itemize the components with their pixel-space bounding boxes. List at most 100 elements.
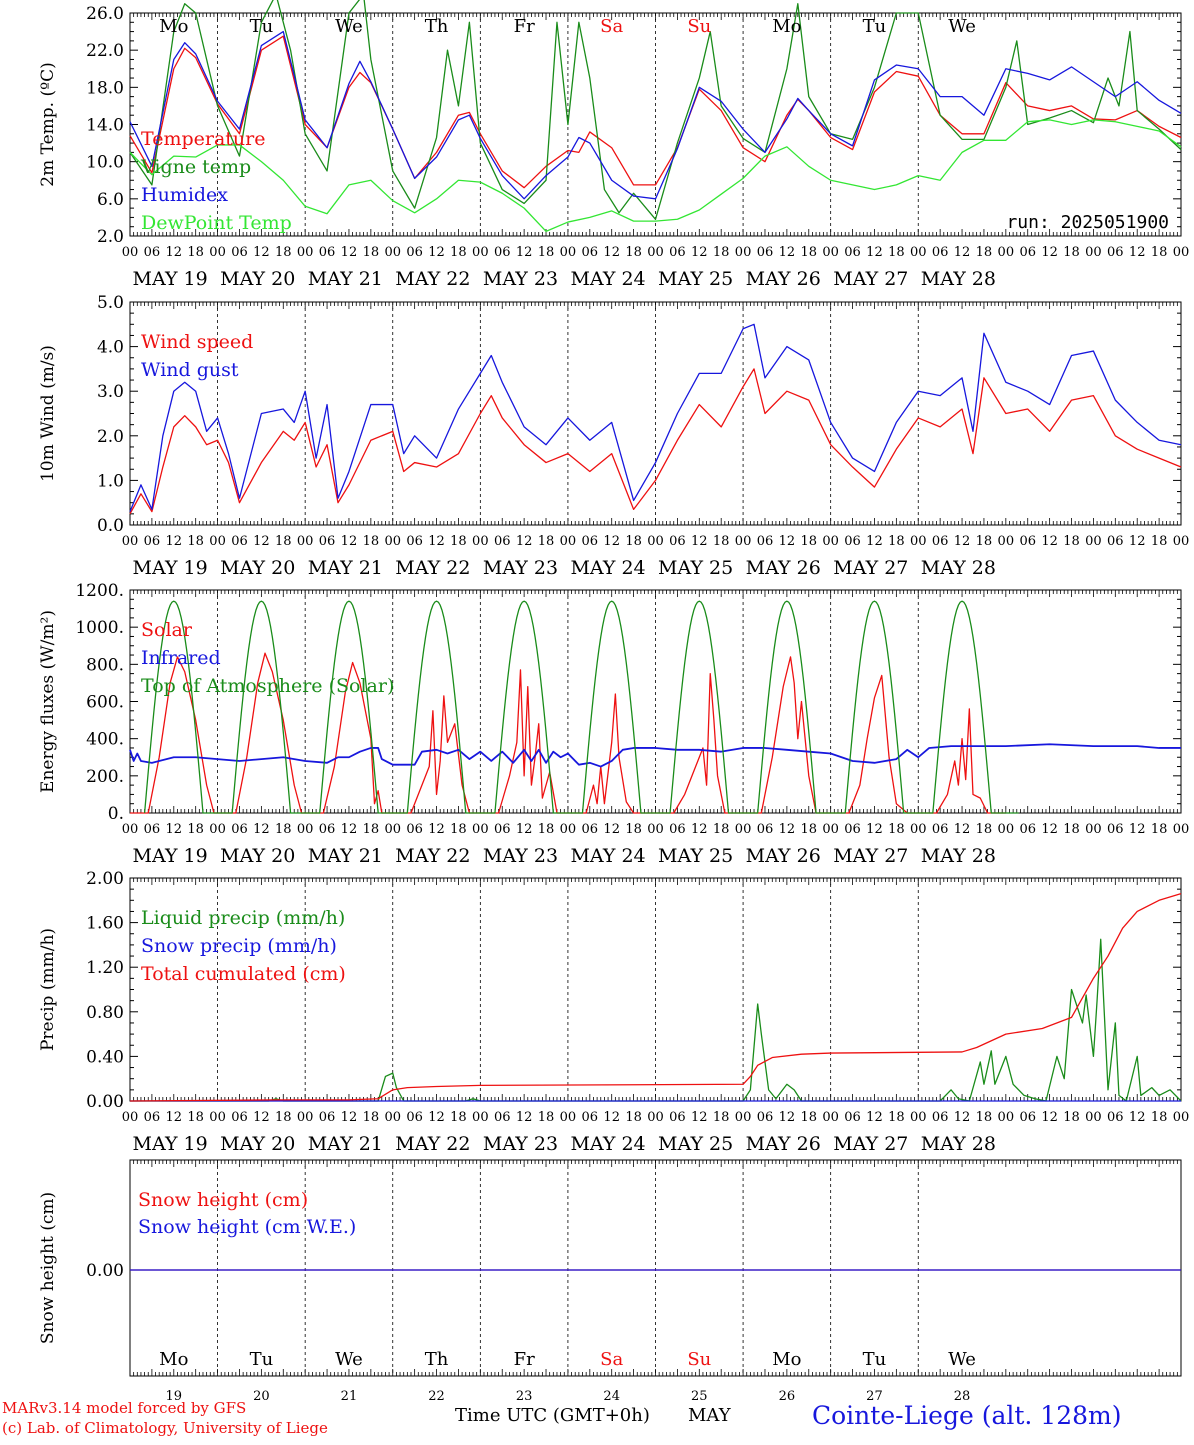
hour-tick-label: 00	[384, 534, 401, 549]
date-label: MAY 28	[921, 557, 996, 579]
legend-entry: Vigne temp	[140, 156, 251, 178]
date-label: MAY 19	[133, 1133, 208, 1155]
y-tick-label: 0.0	[97, 516, 124, 536]
y-tick-label: 1.20	[86, 958, 124, 978]
hour-tick-label: 06	[1107, 534, 1124, 549]
hour-tick-label: 06	[932, 534, 949, 549]
day-number: 20	[253, 1389, 270, 1404]
hour-tick-label: 06	[406, 534, 423, 549]
hour-tick-label: 12	[166, 245, 183, 260]
hour-tick-label: 12	[428, 245, 445, 260]
y-tick-label: 0.40	[86, 1047, 124, 1067]
hour-tick-label: 06	[144, 822, 161, 837]
series-line-top-of-atmosphere-solar-	[143, 600, 1019, 814]
series-line-wind-gust	[129, 323, 1182, 512]
panel-3: 0. 200. 400. 600. 800. 1000. 1200. Energy fluxe…	[38, 581, 1189, 867]
hour-tick-label: 06	[582, 1110, 599, 1125]
hour-tick-label: 06	[406, 245, 423, 260]
hour-tick-label: 06	[757, 245, 774, 260]
legend-entry: Top of Atmosphere (Solar)	[141, 675, 394, 697]
hour-tick-label: 06	[319, 534, 336, 549]
hour-tick-label: 06	[1019, 1110, 1036, 1125]
y-tick-label: 0.00	[86, 1092, 124, 1112]
series-line-dewpoint-temp	[129, 119, 1182, 232]
panel-1: 2.0 6.0 10.0 14.0 18.0 22.0 26.0 2m Temp. (ºC) T…	[38, 0, 1189, 290]
hour-tick-label: 18	[450, 245, 467, 260]
hour-tick-label: 00	[822, 1110, 839, 1125]
hour-tick-label: 18	[800, 245, 817, 260]
panel-2: 0.0 1.0 2.0 3.0 4.0 5.0 10m Wind (m/s) Wind spe…	[38, 293, 1189, 579]
panel-frame	[129, 12, 1182, 237]
hour-tick-label: 00	[998, 245, 1015, 260]
hour-tick-label: 12	[1041, 1110, 1058, 1125]
date-label: MAY 24	[570, 557, 645, 579]
y-axis-label: 10m Wind (m/s)	[38, 345, 58, 482]
hour-tick-label: 00	[560, 1110, 577, 1125]
date-label: MAY 26	[746, 557, 821, 579]
hour-tick-label: 00	[998, 1110, 1015, 1125]
hour-tick-label: 18	[1151, 245, 1168, 260]
date-label: MAY 25	[658, 1133, 733, 1155]
day-name: Tu	[863, 16, 887, 37]
hour-tick-label: 18	[800, 534, 817, 549]
hour-tick-label: 12	[253, 822, 270, 837]
hour-tick-label: 12	[691, 822, 708, 837]
hour-tick-label: 12	[516, 245, 533, 260]
hour-tick-label: 12	[1041, 822, 1058, 837]
hour-tick-label: 12	[954, 1110, 971, 1125]
hour-tick-label: 00	[735, 534, 752, 549]
hour-tick-label: 06	[1107, 822, 1124, 837]
legend-entry: Solar	[141, 619, 193, 641]
panel-5: 0.00 Snow height (cm) Snow height (cm) Snow…	[38, 1159, 1182, 1404]
hour-tick-label: 06	[406, 1110, 423, 1125]
date-label: MAY 24	[570, 268, 645, 290]
hour-tick-label: 12	[341, 534, 358, 549]
day-number: 26	[779, 1389, 796, 1404]
hour-tick-label: 18	[1063, 1110, 1080, 1125]
hour-tick-label: 06	[932, 822, 949, 837]
hour-tick-label: 18	[538, 822, 555, 837]
hour-tick-label: 18	[888, 822, 905, 837]
hour-tick-label: 18	[1063, 534, 1080, 549]
hour-tick-label: 18	[538, 534, 555, 549]
hour-tick-label: 12	[866, 245, 883, 260]
hour-tick-label: 18	[450, 534, 467, 549]
hour-tick-label: 06	[932, 1110, 949, 1125]
hour-tick-label: 18	[713, 822, 730, 837]
date-label: MAY 21	[308, 268, 383, 290]
hour-tick-label: 18	[187, 534, 204, 549]
day-name: We	[335, 1349, 363, 1370]
hour-tick-label: 06	[231, 1110, 248, 1125]
day-name: Th	[425, 1349, 449, 1370]
hour-tick-label: 12	[954, 534, 971, 549]
hour-tick-label: 00	[735, 822, 752, 837]
date-label: MAY 20	[220, 268, 295, 290]
hour-tick-label: 00	[122, 822, 139, 837]
hour-tick-label: 06	[1107, 245, 1124, 260]
hour-tick-label: 12	[866, 1110, 883, 1125]
hour-tick-label: 00	[1085, 245, 1102, 260]
y-tick-label: 1.60	[86, 914, 124, 934]
y-tick-label: 18.0	[86, 78, 124, 98]
hour-tick-label: 00	[297, 534, 314, 549]
hour-tick-label: 00	[472, 822, 489, 837]
run-annotation: run: 2025051900	[1006, 212, 1169, 233]
hour-tick-label: 06	[1019, 822, 1036, 837]
date-label: MAY 27	[833, 557, 908, 579]
y-tick-label: 0.	[108, 804, 124, 824]
hour-tick-label: 06	[144, 1110, 161, 1125]
hour-tick-label: 18	[625, 534, 642, 549]
date-label: MAY 23	[483, 1133, 558, 1155]
hour-tick-label: 00	[209, 245, 226, 260]
legend-entry: Wind gust	[141, 359, 239, 381]
hour-tick-label: 06	[582, 534, 599, 549]
y-tick-label: 6.0	[97, 190, 124, 210]
legend-entry: Liquid precip (mm/h)	[141, 907, 345, 929]
hour-tick-label: 06	[844, 245, 861, 260]
hour-tick-label: 12	[603, 1110, 620, 1125]
hour-tick-label: 06	[144, 534, 161, 549]
day-name: Th	[425, 16, 449, 37]
hour-tick-label: 18	[976, 822, 993, 837]
day-number: 27	[866, 1389, 883, 1404]
